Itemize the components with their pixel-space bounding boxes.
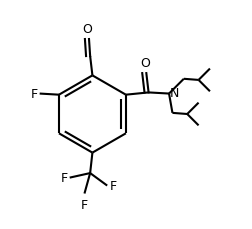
Text: O: O	[140, 57, 149, 70]
Text: F: F	[30, 88, 37, 101]
Text: F: F	[109, 179, 116, 192]
Text: F: F	[81, 198, 88, 211]
Text: F: F	[60, 171, 67, 184]
Text: N: N	[170, 87, 179, 100]
Text: O: O	[82, 23, 92, 36]
